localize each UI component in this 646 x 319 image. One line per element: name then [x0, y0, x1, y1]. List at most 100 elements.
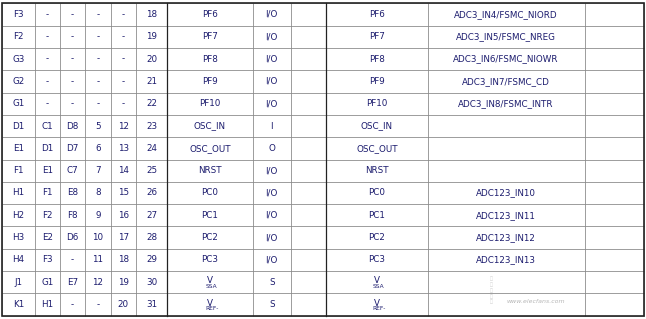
Bar — [85, 249, 110, 271]
Bar — [428, 115, 585, 137]
Bar — [585, 26, 644, 48]
Bar — [167, 249, 253, 271]
Bar — [585, 48, 644, 70]
Bar — [253, 271, 291, 293]
Text: 31: 31 — [146, 300, 157, 309]
Text: D7: D7 — [67, 144, 79, 153]
Bar — [167, 226, 253, 249]
Bar — [136, 3, 167, 26]
Text: 21: 21 — [146, 77, 157, 86]
Bar — [167, 48, 253, 70]
Bar — [35, 93, 60, 115]
Bar — [326, 160, 428, 182]
Bar — [167, 26, 253, 48]
Bar — [35, 226, 60, 249]
Text: PF10: PF10 — [366, 99, 388, 108]
Bar — [291, 271, 326, 293]
Bar — [35, 26, 60, 48]
Bar — [2, 70, 35, 93]
Bar — [428, 182, 585, 204]
Bar — [326, 93, 428, 115]
Bar — [291, 70, 326, 93]
Text: SSA: SSA — [373, 284, 385, 289]
Bar — [253, 115, 291, 137]
Bar — [35, 115, 60, 137]
Bar — [167, 182, 253, 204]
Bar — [60, 293, 85, 316]
Bar — [428, 70, 585, 93]
Bar — [136, 293, 167, 316]
Bar — [428, 204, 585, 226]
Bar — [585, 293, 644, 316]
Text: -: - — [96, 77, 99, 86]
Bar — [167, 293, 253, 316]
Text: 20: 20 — [146, 55, 157, 63]
Bar — [291, 26, 326, 48]
Bar — [2, 137, 35, 160]
Text: G2: G2 — [12, 77, 25, 86]
Bar — [136, 93, 167, 115]
Text: PC0: PC0 — [202, 189, 218, 197]
Bar — [85, 70, 110, 93]
Bar — [585, 271, 644, 293]
Bar — [253, 204, 291, 226]
Text: ADC3_IN4/FSMC_NIORD: ADC3_IN4/FSMC_NIORD — [454, 10, 558, 19]
Bar — [35, 249, 60, 271]
Text: ADC123_IN11: ADC123_IN11 — [476, 211, 536, 220]
Text: 10: 10 — [92, 233, 103, 242]
Text: F3: F3 — [42, 256, 53, 264]
Text: PF6: PF6 — [202, 10, 218, 19]
Bar — [291, 160, 326, 182]
Bar — [291, 182, 326, 204]
Text: D6: D6 — [67, 233, 79, 242]
Bar — [85, 115, 110, 137]
Bar — [291, 293, 326, 316]
Bar — [167, 115, 253, 137]
Bar — [253, 93, 291, 115]
Bar — [291, 293, 326, 316]
Text: PC2: PC2 — [202, 233, 218, 242]
Text: O: O — [268, 144, 275, 153]
Bar — [136, 48, 167, 70]
Bar — [291, 271, 326, 293]
Bar — [326, 93, 428, 115]
Bar — [428, 160, 585, 182]
Bar — [428, 249, 585, 271]
Bar — [167, 160, 253, 182]
Bar — [326, 293, 428, 316]
Bar — [253, 115, 291, 137]
Bar — [110, 293, 136, 316]
Text: -: - — [96, 32, 99, 41]
Bar — [2, 204, 35, 226]
Bar — [110, 249, 136, 271]
Bar — [253, 93, 291, 115]
Bar — [60, 160, 85, 182]
Text: 18: 18 — [146, 10, 157, 19]
Bar — [291, 115, 326, 137]
Bar — [85, 3, 110, 26]
Bar — [428, 3, 585, 26]
Bar — [2, 249, 35, 271]
Text: I/O: I/O — [266, 99, 278, 108]
Text: J1: J1 — [14, 278, 23, 287]
Text: OSC_IN: OSC_IN — [194, 122, 226, 130]
Text: -: - — [71, 10, 74, 19]
Bar — [110, 182, 136, 204]
Text: 12: 12 — [118, 122, 129, 130]
Bar — [60, 48, 85, 70]
Text: PF9: PF9 — [202, 77, 218, 86]
Bar — [253, 137, 291, 160]
Bar — [85, 93, 110, 115]
Bar — [35, 70, 60, 93]
Text: -: - — [96, 300, 99, 309]
Text: V: V — [374, 299, 380, 308]
Bar — [35, 137, 60, 160]
Bar — [585, 160, 644, 182]
Text: F2: F2 — [42, 211, 52, 220]
Text: V: V — [207, 299, 213, 308]
Bar — [428, 226, 585, 249]
Text: H4: H4 — [12, 256, 25, 264]
Text: REF-: REF- — [205, 306, 218, 311]
Bar — [85, 137, 110, 160]
Bar — [136, 182, 167, 204]
